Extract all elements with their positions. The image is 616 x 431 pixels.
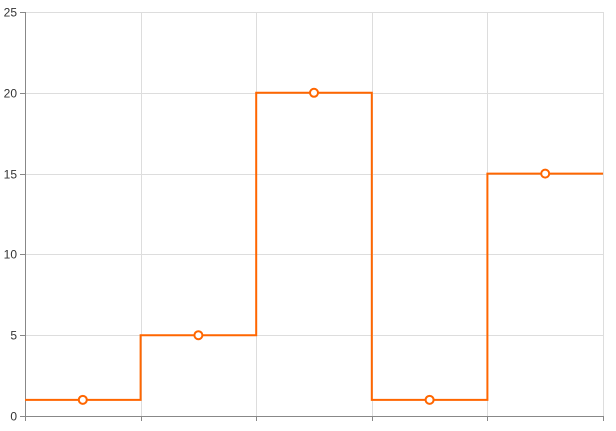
y-tick-label: 0 — [10, 410, 17, 424]
y-tick-label: 20 — [4, 87, 18, 101]
data-point — [540, 168, 551, 179]
axes: 0 5 10 15 20 25 — [4, 6, 604, 424]
y-tick-label: 15 — [4, 168, 18, 182]
series-line — [25, 91, 603, 401]
data-point — [309, 87, 319, 98]
data-point — [424, 394, 435, 405]
grid — [25, 12, 604, 416]
y-tick-label: 10 — [4, 248, 18, 262]
series — [25, 87, 603, 405]
data-point — [193, 330, 204, 341]
y-tick-label: 5 — [10, 329, 17, 343]
data-point — [77, 394, 88, 405]
y-tick-label: 25 — [4, 6, 18, 20]
